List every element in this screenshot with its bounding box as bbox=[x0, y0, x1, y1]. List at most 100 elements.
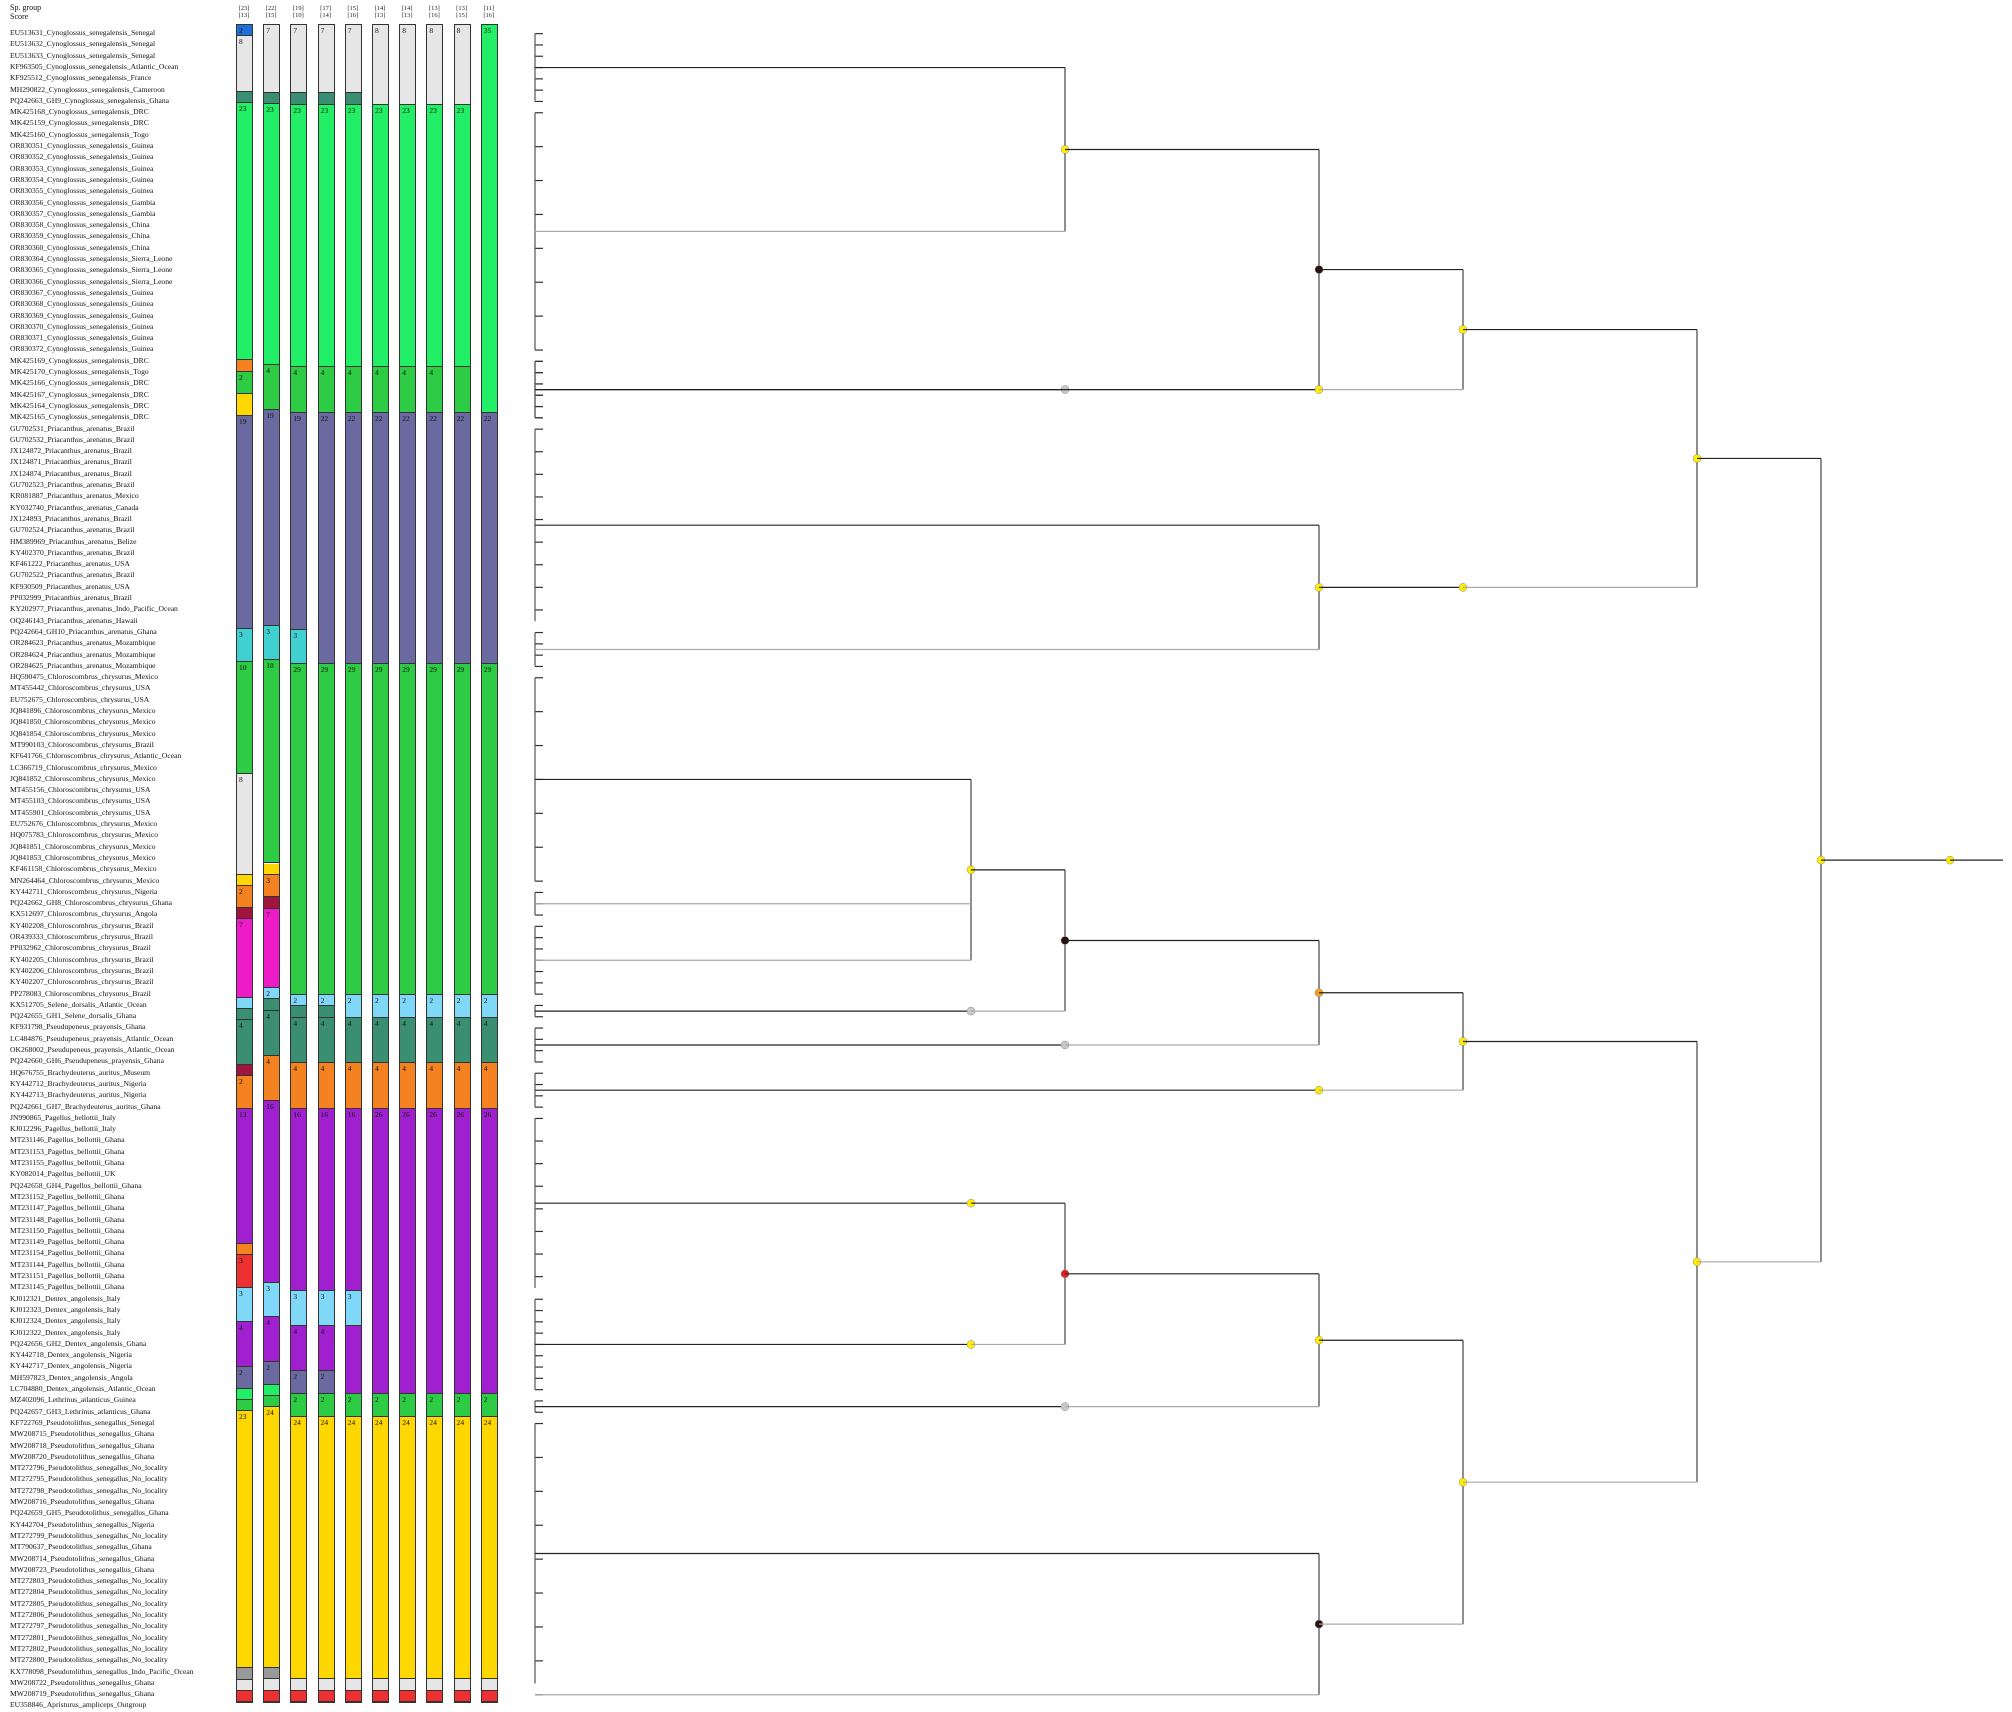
partition-count: 3 bbox=[293, 1292, 298, 1302]
partition-count: 4 bbox=[239, 1322, 243, 1332]
score-label: Score bbox=[10, 12, 29, 21]
partition-segment bbox=[264, 999, 280, 1011]
partition-segment: 2 bbox=[291, 994, 307, 1007]
column-header: [23] [13] bbox=[235, 5, 253, 19]
partition-segment: 24 bbox=[373, 1416, 388, 1680]
partition-segment: 29 bbox=[373, 663, 388, 995]
partition-count: 2 bbox=[320, 1394, 325, 1404]
partition-segment: 4 bbox=[427, 367, 443, 413]
sample-label: PP278083_Chloroscombrus_chrysurus_Brazil bbox=[10, 988, 151, 998]
sample-label: KY082014_Pagellus_bellottii_UK bbox=[10, 1169, 116, 1179]
sample-label: MK425170_Cynoglossus_senegalensis_Togo bbox=[10, 367, 149, 376]
partition-segment bbox=[237, 1388, 252, 1401]
delimitation-columns: [23] [13] 2 8 23 2 19 3 10 8 2 7 4 2 13 3 3 4 2 23 [22] [15] 7… bbox=[0, 0, 520, 1712]
partition-segment: 24 bbox=[481, 1416, 497, 1680]
partition-count: 2 bbox=[402, 995, 406, 1005]
sample-label: PQ242657_GH3_Lethrinus_atlanticus_Ghana bbox=[10, 1406, 151, 1416]
sample-label: OR830364_Cynoglossus_senegalensis_Sierra… bbox=[10, 254, 173, 263]
partition-count: 26 bbox=[429, 1109, 437, 1119]
partition-segment: 3 bbox=[264, 625, 280, 660]
partition-count: 7 bbox=[293, 26, 298, 35]
partition-segment: 7 bbox=[345, 25, 361, 94]
sample-label: JQ841854_Chloroscombrus_chrysurus_Mexico bbox=[10, 728, 156, 738]
partition-count: 22 bbox=[320, 413, 329, 423]
partition-count: 3 bbox=[239, 1289, 243, 1299]
partition-segment: 29 bbox=[427, 663, 443, 995]
species-group-label: Sp. group bbox=[10, 3, 42, 12]
partition-count: 4 bbox=[266, 365, 270, 375]
sample-label: KJ012323_Dentex_angolensis_Italy bbox=[10, 1304, 121, 1314]
sample-label: MW208714_Pseudotolithus_senegallus_Ghana bbox=[10, 1553, 155, 1563]
partition-count: 23 bbox=[375, 105, 383, 115]
partition-count: 2 bbox=[347, 1394, 352, 1404]
partition-count: 4 bbox=[375, 1018, 379, 1028]
partition-count: 8 bbox=[402, 26, 406, 35]
partition-segment: 2 bbox=[454, 994, 470, 1018]
column-name: [14] bbox=[374, 5, 386, 12]
column-header: [13] [15] bbox=[453, 5, 471, 19]
sample-label: HQ676755_Brachydeuterus_auritus_Museum bbox=[10, 1067, 151, 1077]
partition-count: 4 bbox=[347, 1018, 352, 1028]
partition-segment: 7 bbox=[291, 25, 307, 94]
partition-segment: 19 bbox=[291, 412, 307, 630]
partition-segment: 3 bbox=[264, 874, 280, 898]
sample-label: MT990103_Chloroscombrus_chrysurus_Brazil bbox=[10, 739, 154, 749]
partition-segment: 2 bbox=[373, 1393, 388, 1417]
partition-segment: 3 bbox=[291, 629, 307, 664]
partition-segment bbox=[237, 1668, 252, 1680]
sample-label: PQ242656_GH2_Dentex_angolensis_Ghana bbox=[10, 1338, 147, 1348]
partition-segment: 2 bbox=[264, 988, 280, 1000]
partition-segment: 23 bbox=[264, 104, 280, 365]
sample-label: MT272805_Pseudotolithus_senegallus_No_lo… bbox=[10, 1598, 168, 1608]
sample-label: MT272804_Pseudotolithus_senegallus_No_lo… bbox=[10, 1587, 168, 1597]
sample-label: PQ242655_GH1_Selene_dorsalis_Ghana bbox=[10, 1011, 137, 1021]
sample-label: MT455103_Chloroscombrus_chrysurus_USA bbox=[10, 796, 151, 806]
partition-count: 23 bbox=[456, 105, 465, 115]
partition-count: 2 bbox=[429, 1394, 434, 1404]
sample-label: MT272800_Pseudotolithus_senegallus_No_lo… bbox=[10, 1655, 168, 1665]
sample-label: OR830368_Cynoglossus_senegalensis_Guinea bbox=[10, 299, 154, 309]
sample-label: OR830360_Cynoglossus_senegalensis_China bbox=[10, 242, 150, 252]
sample-label: KF641766_Chloroscombrus_chrysurus_Atlant… bbox=[10, 751, 182, 761]
partition-segment: 4 bbox=[427, 1063, 443, 1109]
partition-count: 8 bbox=[429, 26, 434, 35]
partition-count: 8 bbox=[239, 37, 243, 47]
partition-segment: 22 bbox=[345, 412, 361, 664]
sample-label: MT455901_Chloroscombrus_chrysurus_USA bbox=[10, 807, 151, 817]
partition-segment: 2 bbox=[237, 25, 252, 37]
sample-label: KY442711_Chloroscombrus_chrysurus_Nigeri… bbox=[10, 886, 158, 896]
sample-label: OR830351_Cynoglossus_senegalensis_Guinea bbox=[10, 141, 154, 150]
sample-label: MK425160_Cynoglossus_senegalensis_Togo bbox=[10, 129, 149, 139]
sample-label: KJ012322_Dentex_angolensis_Italy bbox=[10, 1327, 121, 1337]
sample-label: KF461222_Priacanthus_arenatus_USA bbox=[10, 559, 130, 569]
sample-label: OR830372_Cynoglossus_senegalensis_Guinea bbox=[10, 344, 154, 354]
partition-segment: 24 bbox=[427, 1416, 443, 1680]
partition-segment: 4 bbox=[318, 1017, 334, 1064]
partition-count: 23 bbox=[293, 105, 301, 115]
column-score: [14] bbox=[320, 12, 332, 19]
sample-label: OR830353_Cynoglossus_senegalensis_Guinea bbox=[10, 163, 154, 173]
partition-count: 3 bbox=[320, 1292, 325, 1302]
sample-label: MH290822_Cynoglossus_senegalensis_Camero… bbox=[10, 84, 165, 94]
partition-segment bbox=[345, 1679, 361, 1691]
sample-label: OR284624_Priacanthus_arenatus_Mozambique bbox=[10, 649, 156, 659]
sample-label: JQ841851_Chloroscombrus_chrysurus_Mexico bbox=[10, 841, 156, 851]
partition-segment: 3 bbox=[264, 1282, 280, 1317]
partition-segment bbox=[400, 1679, 416, 1691]
partition-segment bbox=[291, 1690, 307, 1702]
partition-segment: 29 bbox=[345, 663, 361, 995]
sample-label: JQ841853_Chloroscombrus_chrysurus_Mexico bbox=[10, 852, 156, 862]
delimitation-column: 8 23 4 22 29 2 4 4 26 2 24 bbox=[399, 24, 417, 1703]
partition-count: 29 bbox=[429, 664, 437, 674]
sample-label: EU513633_Cynoglossus_senegalensis_Senega… bbox=[10, 50, 156, 60]
sample-label: PQ242662_GH8_Chloroscombrus_chrysurus_Gh… bbox=[10, 898, 172, 908]
partition-segment: 4 bbox=[427, 1017, 443, 1064]
partition-segment: 4 bbox=[400, 1017, 416, 1064]
partition-count: 3 bbox=[347, 1292, 352, 1302]
partition-segment: 2 bbox=[318, 1371, 334, 1394]
sample-label: GU702531_Priacanthus_arenatus_Brazil bbox=[10, 423, 135, 433]
partition-count: 29 bbox=[320, 664, 329, 674]
partition-segment: 24 bbox=[264, 1407, 280, 1668]
partition-segment: 22 bbox=[373, 412, 388, 664]
partition-count: 24 bbox=[429, 1417, 437, 1427]
